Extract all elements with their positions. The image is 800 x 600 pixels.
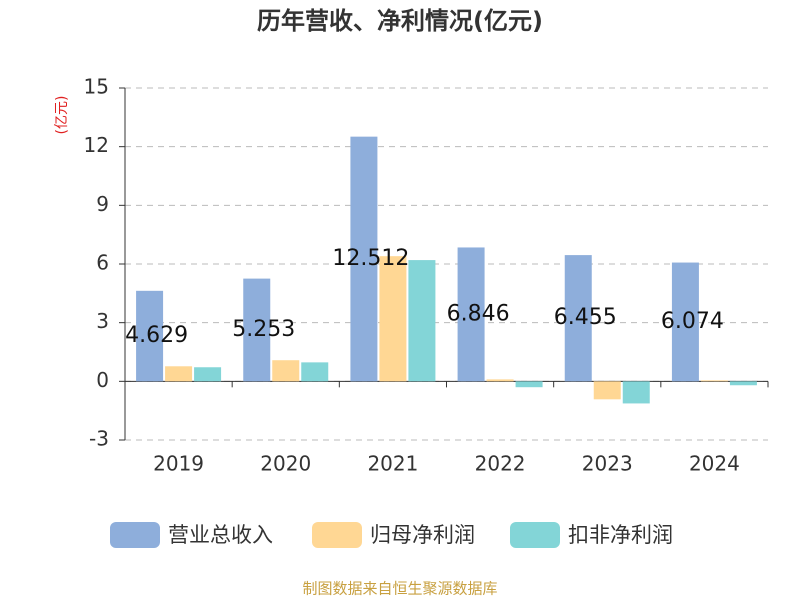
x-tick-label: 2021 — [367, 452, 418, 476]
bar — [136, 290, 164, 382]
bar — [671, 262, 699, 382]
bar — [700, 380, 728, 382]
bar — [486, 379, 514, 382]
data-label: 12.512 — [332, 246, 409, 271]
legend-label: 扣非净利润 — [568, 523, 673, 547]
bar — [457, 247, 485, 382]
legend-label: 营业总收入 — [168, 523, 273, 547]
bar — [622, 381, 650, 404]
bar — [194, 367, 222, 382]
y-tick-label: 0 — [96, 368, 109, 392]
data-label: 5.253 — [232, 317, 295, 342]
data-label: 4.629 — [125, 323, 188, 348]
data-label: 6.074 — [661, 309, 724, 334]
bar — [379, 256, 407, 382]
source-note: 制图数据来自恒生聚源数据库 — [302, 580, 497, 598]
bar — [301, 362, 329, 382]
data-label: 6.846 — [447, 301, 510, 326]
bar — [729, 381, 757, 386]
bar — [515, 381, 543, 388]
chart-title: 历年营收、净利情况(亿元) — [257, 7, 543, 35]
x-tick-label: 2020 — [260, 452, 311, 476]
data-label: 6.455 — [554, 305, 617, 330]
y-tick-label: 6 — [96, 251, 109, 275]
x-tick-label: 2022 — [475, 452, 526, 476]
y-tick-label: 12 — [84, 133, 109, 157]
y-tick-label: 3 — [96, 309, 109, 333]
legend-swatch — [312, 522, 362, 548]
x-tick-label: 2024 — [689, 452, 740, 476]
bar — [243, 278, 271, 382]
bar — [593, 381, 621, 400]
y-tick-label: -3 — [89, 427, 109, 451]
x-tick-label: 2023 — [582, 452, 633, 476]
bar — [272, 360, 300, 382]
y-axis-label: (亿元) — [54, 96, 70, 135]
y-tick-label: 15 — [84, 75, 109, 99]
legend-swatch — [510, 522, 560, 548]
bar — [350, 136, 378, 382]
bar — [408, 260, 436, 382]
legend-label: 归母净利润 — [370, 523, 475, 547]
x-tick-label: 2019 — [153, 452, 204, 476]
bar — [564, 255, 592, 382]
bar — [165, 366, 193, 382]
legend-swatch — [110, 522, 160, 548]
y-tick-label: 9 — [96, 192, 109, 216]
